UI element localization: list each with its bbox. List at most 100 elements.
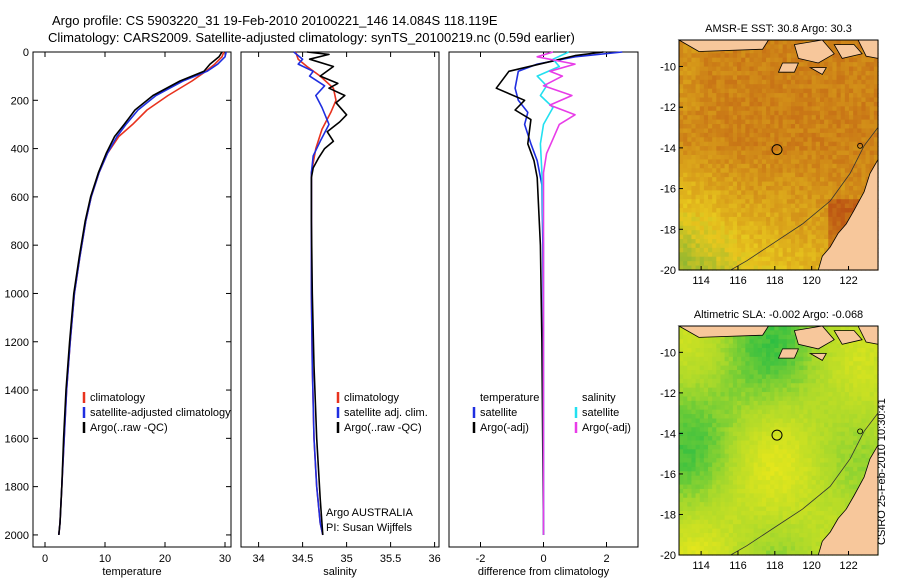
y-tick-label: -10 bbox=[660, 61, 676, 73]
map-cell bbox=[691, 261, 697, 267]
map-cell bbox=[836, 409, 842, 415]
map-cell bbox=[778, 343, 784, 349]
map-cell bbox=[778, 418, 784, 424]
map-cell bbox=[741, 75, 746, 81]
map-cell bbox=[857, 330, 863, 336]
map-cell bbox=[737, 172, 742, 178]
map-cell bbox=[836, 208, 842, 214]
map-cell bbox=[691, 155, 697, 161]
map-cell bbox=[774, 352, 780, 358]
map-cell bbox=[695, 225, 701, 231]
map-cell bbox=[853, 449, 858, 455]
map-cell bbox=[778, 225, 784, 231]
map-cell bbox=[790, 396, 796, 402]
map-cell bbox=[786, 343, 792, 349]
map-cell bbox=[790, 537, 796, 543]
map-cell bbox=[782, 261, 788, 267]
map-cell bbox=[745, 361, 751, 367]
map-cell bbox=[679, 190, 684, 196]
map-cell bbox=[757, 458, 763, 464]
map-cell bbox=[687, 449, 693, 455]
map-cell bbox=[869, 436, 875, 442]
map-cell bbox=[807, 497, 813, 503]
map-cell bbox=[712, 510, 717, 516]
map-cell bbox=[811, 177, 817, 183]
map-cell bbox=[844, 40, 850, 46]
map-cell bbox=[770, 374, 775, 380]
map-cell bbox=[699, 247, 705, 253]
map-cell bbox=[720, 199, 726, 205]
map-cell bbox=[695, 66, 701, 72]
map-cell bbox=[728, 97, 734, 103]
map-cell bbox=[737, 203, 742, 209]
map-cell bbox=[687, 79, 693, 85]
map-cell bbox=[828, 239, 833, 245]
map-cell bbox=[720, 466, 726, 472]
map-cell bbox=[679, 57, 684, 63]
map-cell bbox=[824, 172, 829, 178]
map-cell bbox=[786, 252, 792, 258]
map-cell bbox=[724, 172, 730, 178]
map-cell bbox=[683, 181, 688, 187]
map-cell bbox=[691, 177, 697, 183]
map-cell bbox=[848, 84, 854, 90]
map-cell bbox=[687, 356, 693, 362]
map-cell bbox=[749, 427, 755, 433]
map-cell bbox=[691, 137, 697, 143]
map-cell bbox=[828, 374, 833, 380]
map-cell bbox=[766, 115, 771, 121]
map-cell bbox=[840, 484, 846, 490]
map-cell bbox=[679, 239, 684, 245]
map-cell bbox=[766, 101, 771, 107]
map-cell bbox=[861, 405, 867, 411]
map-cell bbox=[766, 515, 771, 521]
map-cell bbox=[695, 146, 701, 152]
map-cell bbox=[683, 532, 688, 538]
map-cell bbox=[795, 79, 800, 85]
map-cell bbox=[857, 471, 863, 477]
map-cell bbox=[795, 265, 800, 271]
map-cell bbox=[766, 339, 771, 345]
map-cell bbox=[869, 150, 875, 156]
map-cell bbox=[761, 493, 767, 499]
map-cell bbox=[687, 203, 693, 209]
map-cell bbox=[815, 532, 821, 538]
map-cell bbox=[848, 124, 854, 130]
map-cell bbox=[844, 466, 850, 472]
map-cell bbox=[679, 427, 684, 433]
map-cell bbox=[749, 137, 755, 143]
map-cell bbox=[828, 515, 833, 521]
map-cell bbox=[737, 348, 742, 354]
map-cell bbox=[774, 418, 780, 424]
map-cell bbox=[691, 53, 697, 59]
map-cell bbox=[811, 141, 817, 147]
x-tick-label: 0 bbox=[42, 553, 48, 565]
map-cell bbox=[712, 356, 717, 362]
map-cell bbox=[753, 515, 759, 521]
map-cell bbox=[687, 502, 693, 508]
map-cell bbox=[728, 75, 734, 81]
map-cell bbox=[679, 510, 684, 516]
map-cell bbox=[824, 480, 829, 486]
map-cell bbox=[761, 471, 767, 477]
map-cell bbox=[861, 106, 867, 112]
map-cell bbox=[786, 150, 792, 156]
map-cell bbox=[720, 70, 726, 76]
map-cell bbox=[807, 93, 813, 99]
map-cell bbox=[761, 101, 767, 107]
map-cell bbox=[815, 471, 821, 477]
map-cell bbox=[683, 422, 688, 428]
map-cell bbox=[786, 177, 792, 183]
map-cell bbox=[716, 230, 722, 236]
map-cell bbox=[708, 484, 713, 490]
map-cell bbox=[774, 172, 780, 178]
map-cell bbox=[732, 418, 738, 424]
map-cell bbox=[857, 141, 863, 147]
map-cell bbox=[770, 48, 775, 54]
map-cell bbox=[683, 537, 688, 543]
map-cell bbox=[720, 339, 726, 345]
map-cell bbox=[782, 48, 788, 54]
map-cell bbox=[737, 462, 742, 468]
map-cell bbox=[708, 418, 713, 424]
map-cell bbox=[745, 177, 751, 183]
